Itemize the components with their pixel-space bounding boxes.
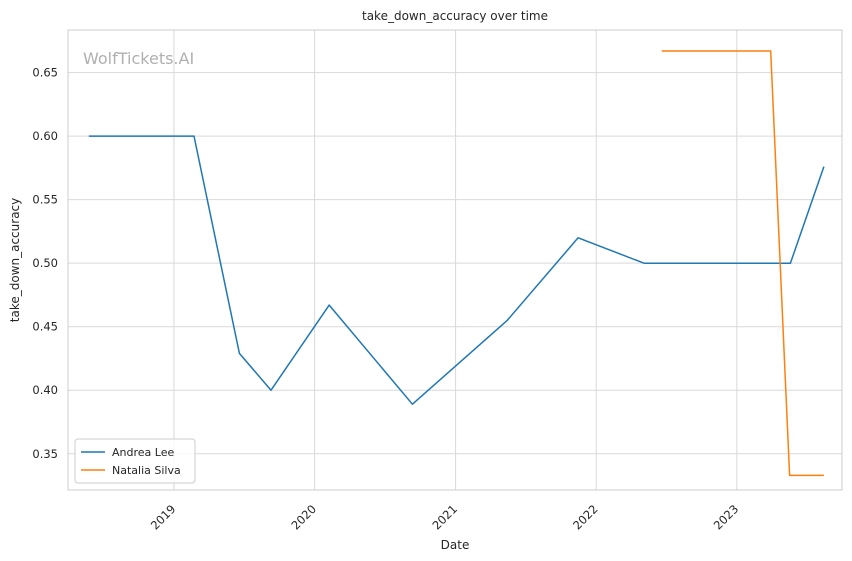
legend-box <box>74 438 196 484</box>
grid <box>68 30 842 490</box>
legend: Andrea Lee Natalia Silva <box>74 438 196 484</box>
plot-area <box>67 29 843 491</box>
y-tick-label: 0.40 <box>32 383 58 397</box>
x-tick-label: 2022 <box>570 502 601 533</box>
x-tick-label: 2020 <box>288 502 319 533</box>
y-tick-label: 0.65 <box>32 66 58 80</box>
watermark-text: WolfTickets.AI <box>83 49 194 68</box>
y-tick-label: 0.35 <box>32 447 58 461</box>
y-axis-title: take_down_accuracy <box>8 198 22 322</box>
x-axis-title: Date <box>441 538 470 552</box>
series-line-andrea-lee <box>88 135 825 405</box>
y-tick-label: 0.45 <box>32 320 58 334</box>
y-tick-label: 0.60 <box>32 129 58 143</box>
x-tick-label: 2023 <box>711 502 742 533</box>
legend-label: Natalia Silva <box>112 464 181 477</box>
legend-items: Andrea Lee Natalia Silva <box>81 446 181 477</box>
legend-label: Andrea Lee <box>112 446 174 459</box>
y-tick-label: 0.55 <box>32 193 58 207</box>
series-lines <box>88 50 825 477</box>
chart-title: take_down_accuracy over time <box>362 9 548 23</box>
y-tick-label: 0.50 <box>32 256 58 270</box>
series-line-natalia-silva <box>661 50 824 477</box>
x-tick-label: 2019 <box>148 502 179 533</box>
x-tick-label: 2021 <box>429 502 460 533</box>
